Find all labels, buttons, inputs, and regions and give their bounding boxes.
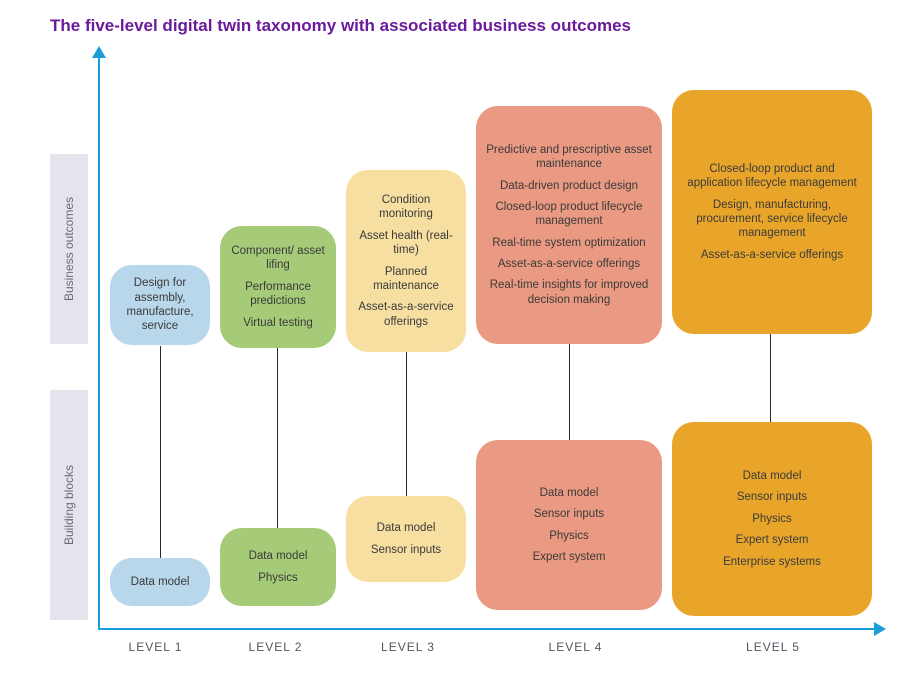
bubble-item: Closed-loop product lifecycle management	[486, 200, 652, 229]
connector-1	[277, 348, 278, 528]
bubble-item: Data model	[249, 549, 308, 563]
bubble-item: Virtual testing	[243, 316, 312, 330]
x-label-4: LEVEL 5	[673, 640, 873, 654]
bubble-item: Performance predictions	[230, 280, 326, 309]
y-category-label: Business outcomes	[62, 197, 76, 301]
bubble-item: Asset health (real-time)	[356, 229, 456, 258]
bubble-item: Planned maintenance	[356, 265, 456, 294]
x-axis-labels: LEVEL 1LEVEL 2LEVEL 3LEVEL 4LEVEL 5	[98, 640, 878, 654]
y-category-0: Business outcomes	[50, 154, 88, 344]
bubble-item: Sensor inputs	[737, 490, 807, 504]
bubble-item: Sensor inputs	[371, 543, 441, 557]
bubble-1: Data model	[110, 558, 210, 606]
bubble-5: Data model Sensor inputs	[346, 496, 466, 582]
bubble-item: Design for assembly, manufacture, servic…	[120, 276, 200, 334]
bubble-item: Real-time insights for improved decision…	[486, 278, 652, 307]
connector-4	[770, 332, 771, 424]
bubble-7: Data model Sensor inputs Physics Expert sys…	[476, 440, 662, 610]
bubble-item: Asset-as-a-service offerings	[356, 300, 456, 329]
y-axis	[98, 50, 100, 630]
x-axis	[98, 628, 878, 630]
bubble-item: Data-driven product design	[500, 179, 638, 193]
bubble-item: Closed-loop product and application life…	[682, 162, 862, 191]
bubble-item: Expert system	[736, 533, 809, 547]
bubble-item: Physics	[752, 512, 792, 526]
bubble-item: Physics	[549, 529, 589, 543]
bubble-item: Real-time system optimization	[492, 236, 645, 250]
x-label-1: LEVEL 2	[213, 640, 338, 654]
chart-title: The five-level digital twin taxonomy wit…	[50, 16, 631, 36]
bubble-item: Predictive and prescriptive asset mainte…	[486, 143, 652, 172]
bubble-item: Asset-as-a-service offerings	[498, 257, 640, 271]
bubble-item: Asset-as-a-service offerings	[701, 248, 843, 262]
bubble-3: Data model Physics	[220, 528, 336, 606]
bubble-6: Predictive and prescriptive asset mainte…	[476, 106, 662, 344]
y-category-1: Building blocks	[50, 390, 88, 620]
x-axis-arrow	[874, 622, 886, 636]
bubble-item: Data model	[743, 469, 802, 483]
bubble-item: Data model	[131, 575, 190, 589]
connector-0	[160, 346, 161, 560]
connector-3	[569, 343, 570, 442]
connector-2	[406, 350, 407, 498]
bubble-2: Component/ asset lifing Performance predi…	[220, 226, 336, 348]
bubble-item: Data model	[540, 486, 599, 500]
x-label-2: LEVEL 3	[338, 640, 478, 654]
bubble-item: Sensor inputs	[534, 507, 604, 521]
chart-area: Business outcomes Building blocks Design …	[50, 50, 880, 650]
bubble-item: Design, manufacturing, procurement, serv…	[682, 198, 862, 241]
bubble-9: Data model Sensor inputs Physics Expert sys…	[672, 422, 872, 616]
bubble-item: Component/ asset lifing	[230, 244, 326, 273]
bubble-4: Condition monitoring Asset health (real-t…	[346, 170, 466, 352]
bubble-item: Data model	[377, 521, 436, 535]
bubble-0: Design for assembly, manufacture, servic…	[110, 265, 210, 345]
x-label-3: LEVEL 4	[478, 640, 673, 654]
y-axis-arrow	[92, 46, 106, 58]
bubble-item: Expert system	[533, 550, 606, 564]
bubble-item: Physics	[258, 571, 298, 585]
bubble-item: Condition monitoring	[356, 193, 456, 222]
bubble-8: Closed-loop product and application life…	[672, 90, 872, 334]
y-category-label: Building blocks	[62, 465, 76, 545]
bubble-item: Enterprise systems	[723, 555, 821, 569]
x-label-0: LEVEL 1	[98, 640, 213, 654]
